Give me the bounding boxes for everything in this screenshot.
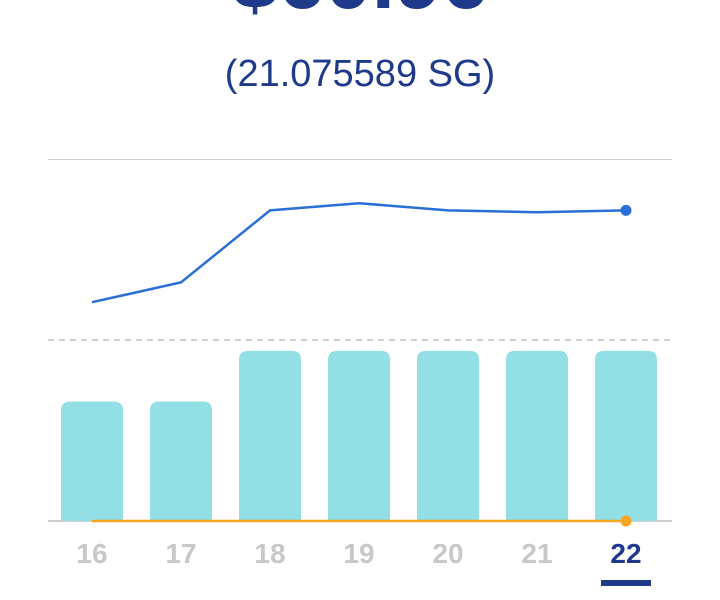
bar	[417, 350, 479, 521]
amount: $60.96	[232, 0, 489, 26]
x-tick-label[interactable]: 21	[521, 538, 552, 569]
x-tick-label[interactable]: 18	[254, 538, 285, 569]
bar	[595, 350, 657, 521]
end-dot	[620, 204, 632, 216]
x-tick-label[interactable]: 17	[165, 538, 196, 569]
bar	[506, 350, 568, 521]
selected-indicator	[601, 580, 651, 586]
x-tick-label[interactable]: 22	[610, 538, 641, 569]
end-dot	[620, 515, 632, 527]
bar	[239, 350, 301, 521]
bar	[61, 401, 123, 521]
x-tick-label[interactable]: 19	[343, 538, 374, 569]
subtitle: (21.075589 SG)	[225, 53, 495, 95]
x-tick-label[interactable]: 16	[76, 538, 107, 569]
x-tick-label[interactable]: 20	[432, 538, 463, 569]
bar	[150, 401, 212, 521]
line	[91, 201, 627, 304]
bar	[328, 350, 390, 521]
